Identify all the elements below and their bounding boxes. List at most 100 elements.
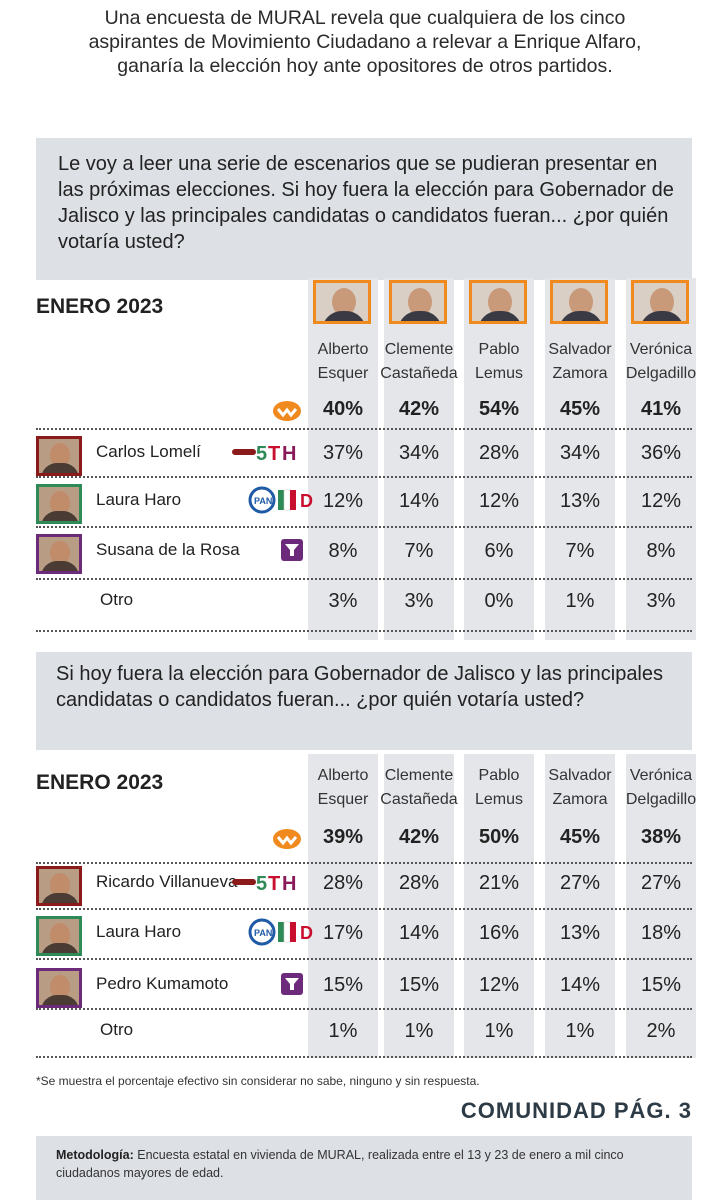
rival-name: Laura Haro (96, 490, 182, 509)
rival-shoulders (41, 995, 79, 1005)
percentage-cell: 39% (322, 826, 364, 848)
headline: Una encuesta de MURAL revela que cualqui… (88, 7, 642, 77)
percentage-cell: 3% (328, 590, 358, 612)
mc-logo-icon (273, 401, 301, 421)
rival-shoulders (41, 893, 79, 903)
percentage-cell: 3% (404, 590, 434, 612)
rival-photo (36, 916, 82, 956)
percentage-cell: 27% (559, 872, 601, 894)
percentage-cell: 34% (398, 442, 440, 464)
percentage-cell: 54% (478, 398, 520, 420)
percentage-cell: 1% (565, 1020, 595, 1042)
rival-shoulders (41, 463, 79, 473)
candidate-name: Pablo Lemus (474, 341, 524, 382)
row-divider (36, 1056, 692, 1058)
candidate-name: Clemente Castañeda (380, 341, 458, 382)
svg-text:H: H (282, 443, 296, 465)
hagamos-logo-icon (281, 973, 303, 995)
percentage-cell: 21% (478, 872, 520, 894)
candidate-shoulders (322, 311, 366, 321)
candidate-column-bg (384, 754, 454, 1058)
rival-name: Carlos Lomelí (96, 442, 201, 461)
percentage-cell: 45% (559, 826, 601, 848)
candidate-name: Alberto Esquer (317, 341, 369, 382)
rival-shoulders (41, 943, 79, 953)
candidate-photo (631, 280, 689, 324)
svg-text:5: 5 (256, 873, 267, 895)
rival-face (50, 491, 70, 515)
row-divider (36, 862, 692, 864)
rival-photo (36, 968, 82, 1008)
percentage-cell: 12% (478, 490, 520, 512)
percentage-cell: 7% (404, 540, 434, 562)
percentage-cell: 15% (322, 974, 364, 996)
candidate-column-bg (464, 754, 534, 1058)
candidate-column-bg (308, 754, 378, 1058)
svg-text:PAN: PAN (254, 928, 272, 938)
rival-face (50, 923, 70, 947)
percentage-cell: 8% (646, 540, 676, 562)
rival-face (50, 443, 70, 467)
rival-face (50, 975, 70, 999)
percentage-cell: 12% (322, 490, 364, 512)
svg-text:T: T (268, 873, 280, 895)
rival-photo (36, 436, 82, 476)
percentage-cell: 34% (559, 442, 601, 464)
row-divider (36, 526, 692, 528)
percentage-cell: 13% (559, 490, 601, 512)
svg-text:D: D (300, 923, 313, 943)
percentage-cell: 17% (322, 922, 364, 944)
percentage-cell: 38% (640, 826, 682, 848)
percentage-cell: 18% (640, 922, 682, 944)
percentage-cell: 12% (640, 490, 682, 512)
rival-name: Pedro Kumamoto (96, 974, 229, 993)
candidate-name: Pablo Lemus (474, 767, 524, 808)
percentage-cell: 41% (640, 398, 682, 420)
row-divider (36, 428, 692, 430)
svg-text:5: 5 (256, 443, 267, 465)
candidate-photo (469, 280, 527, 324)
candidate-shoulders (478, 311, 522, 321)
percentage-cell: 0% (484, 590, 514, 612)
percentage-cell: 15% (398, 974, 440, 996)
candidate-name: Salvador Zamora (548, 767, 612, 808)
row-divider (36, 1008, 692, 1010)
percentage-cell: 28% (322, 872, 364, 894)
candidate-name: Verónica Delgadillo (625, 767, 697, 808)
percentage-cell: 28% (398, 872, 440, 894)
rival-shoulders (41, 511, 79, 521)
row-divider (36, 908, 692, 910)
percentage-cell: 42% (398, 398, 440, 420)
candidate-shoulders (398, 311, 442, 321)
svg-text:D: D (300, 491, 313, 511)
rival-face (50, 873, 70, 897)
percentage-cell: 2% (646, 1020, 676, 1042)
candidate-photo (550, 280, 608, 324)
candidate-column-bg (626, 754, 696, 1058)
percentage-cell: 8% (328, 540, 358, 562)
percentage-cell: 14% (398, 922, 440, 944)
percentage-cell: 50% (478, 826, 520, 848)
svg-text:H: H (282, 873, 296, 895)
methodology-text: Encuesta estatal en vivienda de MURAL, r… (56, 1148, 624, 1180)
candidate-name: Salvador Zamora (548, 341, 612, 382)
question-box-2: Si hoy fuera la elección para Gobernador… (36, 652, 692, 750)
percentage-cell: 14% (398, 490, 440, 512)
question-1-text: Le voy a leer una serie de escenarios qu… (58, 153, 674, 253)
rival-photo (36, 866, 82, 906)
percentage-cell: 1% (484, 1020, 514, 1042)
percentage-cell: 12% (478, 974, 520, 996)
footnote: *Se muestra el porcentaje efectivo sin c… (36, 1074, 480, 1088)
candidate-column-bg (545, 754, 615, 1058)
candidate-name: Verónica Delgadillo (625, 341, 697, 382)
candidate-photo (389, 280, 447, 324)
rival-name: Laura Haro (96, 922, 182, 941)
candidate-photo (313, 280, 371, 324)
percentage-cell: 42% (398, 826, 440, 848)
rival-name: Ricardo Villanueva (96, 872, 238, 891)
percentage-cell: 7% (565, 540, 595, 562)
percentage-cell: 28% (478, 442, 520, 464)
rival-photo (36, 534, 82, 574)
rival-shoulders (41, 561, 79, 571)
